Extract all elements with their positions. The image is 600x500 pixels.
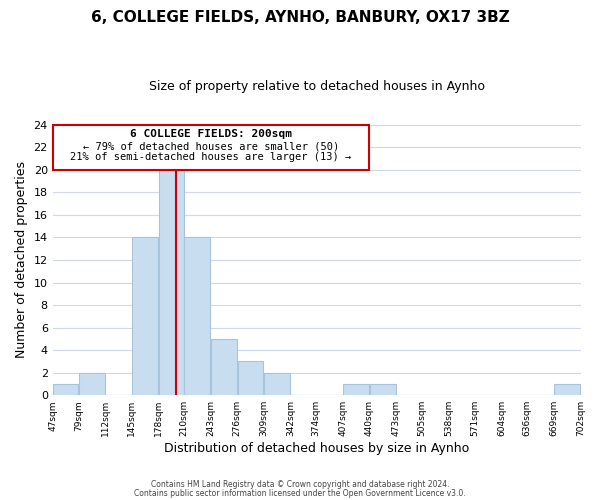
Bar <box>132 238 158 395</box>
Bar <box>343 384 369 395</box>
Bar <box>238 362 263 395</box>
Bar <box>79 372 104 395</box>
Text: ← 79% of detached houses are smaller (50): ← 79% of detached houses are smaller (50… <box>83 141 339 151</box>
Text: 21% of semi-detached houses are larger (13) →: 21% of semi-detached houses are larger (… <box>70 152 352 162</box>
Y-axis label: Number of detached properties: Number of detached properties <box>15 162 28 358</box>
Title: Size of property relative to detached houses in Aynho: Size of property relative to detached ho… <box>149 80 485 93</box>
Text: Contains HM Land Registry data © Crown copyright and database right 2024.: Contains HM Land Registry data © Crown c… <box>151 480 449 489</box>
Bar <box>184 238 210 395</box>
Text: 6, COLLEGE FIELDS, AYNHO, BANBURY, OX17 3BZ: 6, COLLEGE FIELDS, AYNHO, BANBURY, OX17 … <box>91 10 509 25</box>
X-axis label: Distribution of detached houses by size in Aynho: Distribution of detached houses by size … <box>164 442 469 455</box>
Bar <box>554 384 580 395</box>
Bar <box>211 339 237 395</box>
Bar <box>53 124 370 170</box>
Bar <box>53 384 78 395</box>
Bar <box>158 170 184 395</box>
Bar <box>370 384 395 395</box>
Text: 6 COLLEGE FIELDS: 200sqm: 6 COLLEGE FIELDS: 200sqm <box>130 128 292 138</box>
Text: Contains public sector information licensed under the Open Government Licence v3: Contains public sector information licen… <box>134 488 466 498</box>
Bar <box>264 372 290 395</box>
